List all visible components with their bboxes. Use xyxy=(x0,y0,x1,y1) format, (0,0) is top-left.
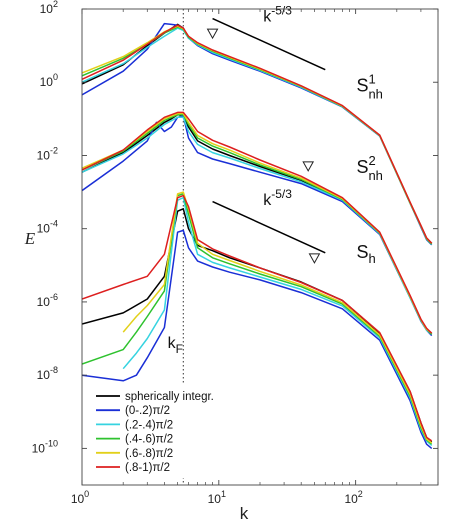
y-tick-base: 10 xyxy=(40,75,54,89)
x-tick-exponent: 1 xyxy=(221,489,226,499)
legend-label: (.2-.4)π/2 xyxy=(125,419,173,431)
triangle-marker xyxy=(206,28,219,40)
slope-reference-line xyxy=(212,17,326,71)
slope-label-main: k xyxy=(263,192,272,209)
forcing-label: kF xyxy=(168,335,183,356)
legend-label: (.6-.8)π/2 xyxy=(125,448,173,460)
y-tick-base: 10 xyxy=(37,222,51,236)
triangle-marker xyxy=(308,253,321,264)
group-label-sub: h xyxy=(368,251,375,266)
y-tick-label: 102 xyxy=(40,0,58,16)
slope-label-exponent: -5/3 xyxy=(271,187,292,201)
slope-label: k-5/3 xyxy=(263,4,292,26)
group-label-main: S xyxy=(356,242,368,262)
spectrum-line-S2nh xyxy=(82,111,433,334)
spectrum-line-Sh xyxy=(82,229,433,449)
y-tick-exponent: 2 xyxy=(53,0,58,9)
y-tick-label: 100 xyxy=(40,72,58,89)
slope-label: k-5/3 xyxy=(263,187,292,209)
legend-label: (.4-.6)π/2 xyxy=(125,434,173,446)
y-tick-exponent: -2 xyxy=(50,145,58,155)
x-tick-base: 10 xyxy=(208,492,222,506)
x-tick-base: 10 xyxy=(71,492,85,506)
slope-label-exponent: -5/3 xyxy=(271,4,292,18)
spectrum-line-S1nh xyxy=(82,24,433,244)
group-label-main: S xyxy=(356,157,368,177)
y-tick-label: 10-10 xyxy=(32,438,58,455)
slope-reference-line xyxy=(212,200,326,254)
x-tick-label: 100 xyxy=(71,489,89,506)
y-tick-exponent: -6 xyxy=(50,292,58,302)
group-label-main: S xyxy=(356,76,368,96)
y-tick-base: 10 xyxy=(37,295,51,309)
group-label-sub: nh xyxy=(368,168,382,183)
x-tick-label: 101 xyxy=(208,489,226,506)
group-label: S1 nh xyxy=(356,72,382,102)
y-tick-label: 10-2 xyxy=(37,145,58,162)
forcing-label-main: k xyxy=(168,335,177,352)
y-axis-label: E xyxy=(24,229,36,248)
y-tick-exponent: 0 xyxy=(53,72,58,82)
triangle-marker xyxy=(302,161,315,172)
slope-label-main: k xyxy=(263,9,272,26)
spectrum-line-Sh xyxy=(122,191,433,444)
y-tick-label: 10-4 xyxy=(37,219,58,236)
x-tick-label: 102 xyxy=(344,489,362,506)
y-tick-base: 10 xyxy=(40,2,54,16)
y-tick-label: 10-8 xyxy=(37,365,58,382)
x-tick-exponent: 2 xyxy=(358,489,363,499)
group-label-sub: nh xyxy=(368,87,382,102)
y-tick-exponent: -10 xyxy=(45,438,58,448)
spectrum-line-Sh xyxy=(82,194,433,442)
group-label-sup: 1 xyxy=(368,72,375,87)
y-tick-base: 10 xyxy=(37,148,51,162)
x-tick-exponent: 0 xyxy=(84,489,89,499)
group-label-sup: 2 xyxy=(368,153,375,168)
legend-label: (0-.2)π/2 xyxy=(125,405,170,417)
group-label: S2 nh xyxy=(356,153,382,183)
y-tick-base: 10 xyxy=(32,441,46,455)
legend-box xyxy=(90,384,248,478)
group-label: Sh xyxy=(356,242,375,266)
legend-label: spherically integr. xyxy=(125,391,214,403)
x-tick-base: 10 xyxy=(344,492,358,506)
x-axis-label: k xyxy=(240,504,249,523)
legend-label: (.8-1)π/2 xyxy=(125,462,170,474)
y-tick-label: 10-6 xyxy=(37,292,58,309)
y-tick-base: 10 xyxy=(37,368,51,382)
y-tick-exponent: -4 xyxy=(50,219,58,229)
forcing-label-sub: F xyxy=(176,342,183,356)
y-tick-exponent: -8 xyxy=(50,365,58,375)
legend: spherically integr. (0-.2)π/2 (.2-.4)π/2 (.… xyxy=(90,384,248,478)
series-layer xyxy=(82,22,433,449)
